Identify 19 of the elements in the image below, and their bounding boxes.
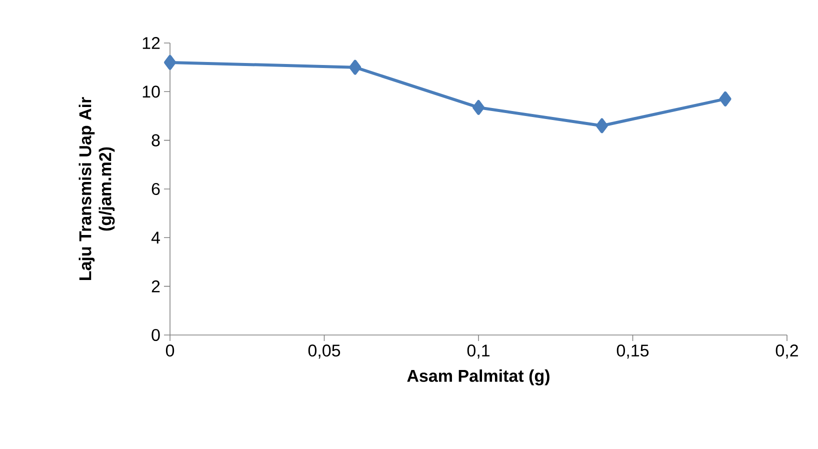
y-axis-title: Laju Transmisi Uap Air (g/jam.m2): [78, 97, 115, 280]
point: [349, 60, 362, 75]
point: [719, 91, 732, 106]
y-tick-label: 8: [152, 134, 160, 146]
y-tick-label: 2: [152, 280, 160, 292]
y-tick-label: 4: [151, 232, 160, 244]
point: [472, 100, 485, 115]
y-tick-label: 10: [142, 86, 160, 98]
x-tick-label: 0: [166, 344, 174, 357]
y-tick-label: 0: [152, 328, 160, 342]
point: [596, 118, 608, 134]
y-tick-label: 6: [152, 182, 160, 196]
x-tick-label: 0,2: [776, 344, 798, 359]
x-tick-label: 0,1: [467, 344, 490, 359]
x-tick-label: 0,15: [616, 344, 649, 359]
x-axis-title: Asam Palmitat (g): [407, 369, 550, 386]
y-tick-label: 12: [142, 37, 160, 49]
x-tick-label: 0,05: [308, 344, 340, 359]
point: [164, 54, 176, 70]
